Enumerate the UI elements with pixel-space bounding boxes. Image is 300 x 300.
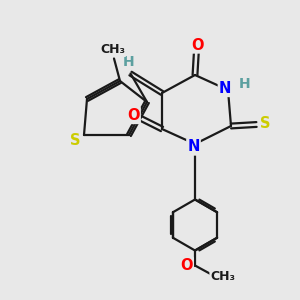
Text: H: H bbox=[123, 55, 135, 69]
Text: CH₃: CH₃ bbox=[100, 43, 125, 56]
Text: H: H bbox=[239, 77, 250, 91]
Text: CH₃: CH₃ bbox=[210, 269, 236, 283]
Text: S: S bbox=[260, 116, 271, 130]
Text: N: N bbox=[187, 140, 200, 154]
Text: N: N bbox=[219, 81, 231, 96]
Text: S: S bbox=[70, 133, 81, 148]
Text: O: O bbox=[180, 258, 193, 273]
Text: O: O bbox=[127, 108, 140, 123]
Text: O: O bbox=[192, 38, 204, 52]
